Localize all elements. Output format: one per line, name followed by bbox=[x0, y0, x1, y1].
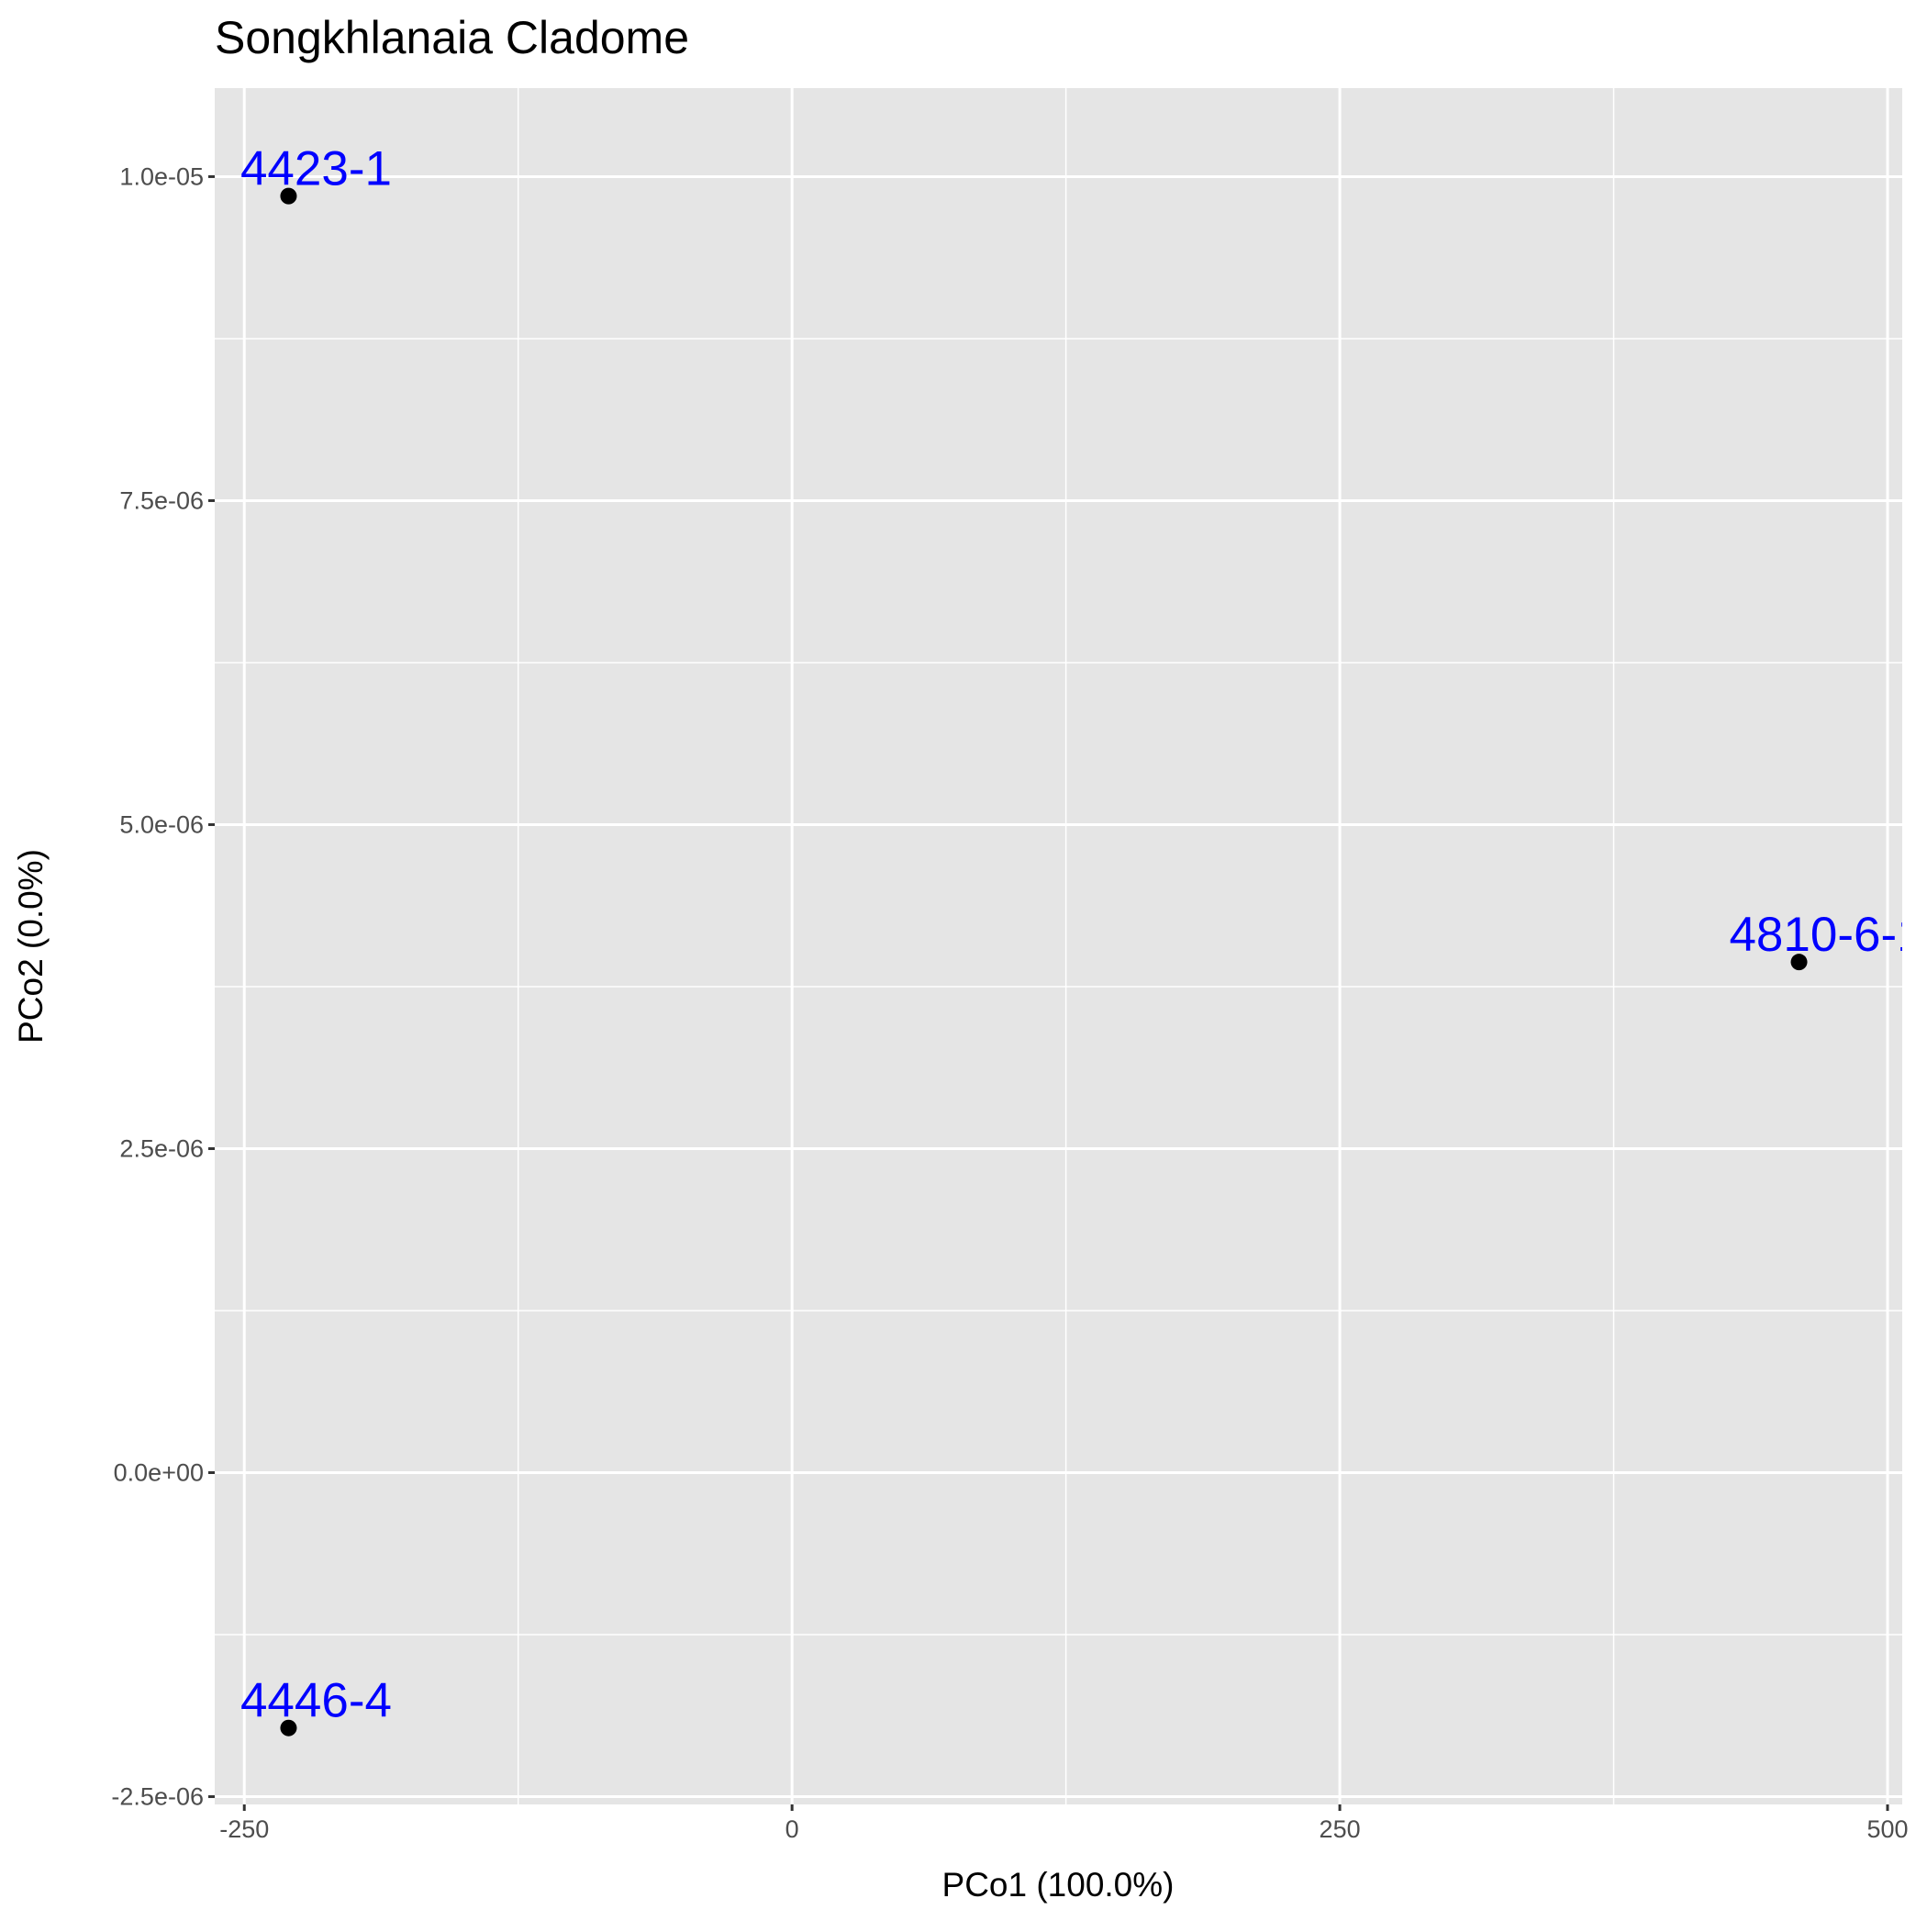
point bbox=[1790, 954, 1808, 971]
point-label: 4810-6-1 bbox=[1729, 908, 1923, 962]
y-tick-label: 0.0e+00 bbox=[114, 1459, 204, 1487]
x-tick-label: 500 bbox=[1866, 1815, 1908, 1843]
plot-area: 4423-1 4446-4 4810-6-1 bbox=[240, 142, 1923, 1737]
axes: -250 0 250 500 -2.5e-06 0.0e+00 2.5e-06 5.0e-06… bbox=[111, 162, 1908, 1843]
y-tick-label: 1.0e-05 bbox=[119, 162, 204, 190]
x-tick-label: 250 bbox=[1320, 1815, 1361, 1843]
point bbox=[280, 1719, 297, 1737]
y-axis-title: PCo2 (0.0%) bbox=[12, 849, 50, 1044]
y-tick-label: 5.0e-06 bbox=[119, 810, 204, 838]
x-axis-title: PCo1 (100.0%) bbox=[942, 1866, 1175, 1904]
point bbox=[280, 187, 297, 205]
x-tick-label: -250 bbox=[219, 1815, 269, 1843]
chart-title: Songkhlanaia Cladome bbox=[215, 12, 689, 63]
x-tick-label: 0 bbox=[785, 1815, 799, 1843]
panel-background bbox=[215, 88, 1902, 1804]
grid bbox=[215, 88, 1902, 1804]
point-label: 4423-1 bbox=[240, 142, 392, 196]
y-tick-label: -2.5e-06 bbox=[111, 1783, 204, 1811]
point-label: 4446-4 bbox=[240, 1674, 392, 1728]
y-tick-label: 7.5e-06 bbox=[119, 486, 204, 514]
y-tick-label: 2.5e-06 bbox=[119, 1134, 204, 1162]
